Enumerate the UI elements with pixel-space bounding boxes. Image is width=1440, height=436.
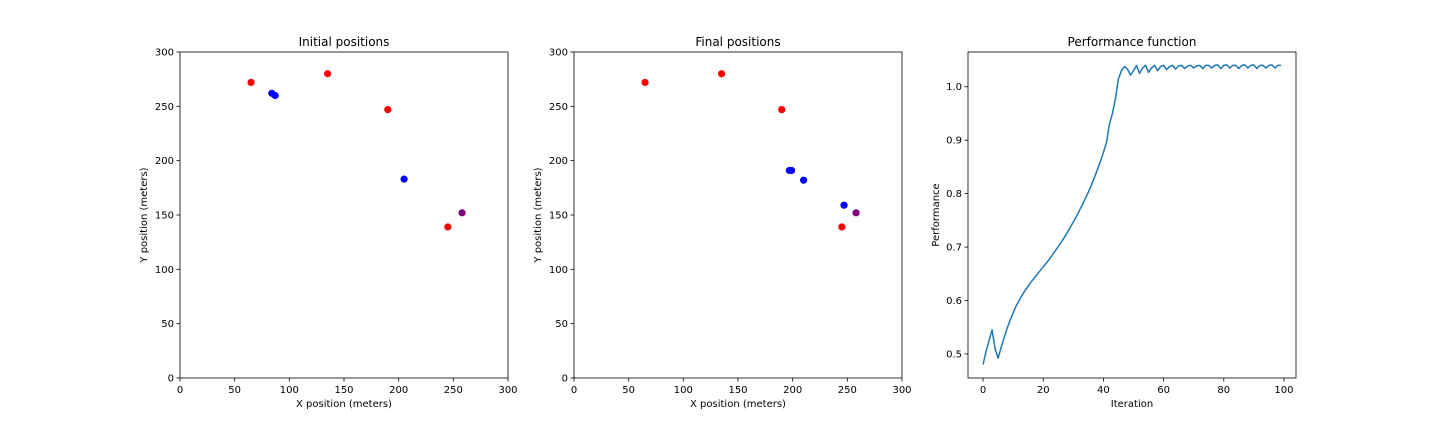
x-tick-label: 100 bbox=[674, 385, 693, 396]
y-tick-label: 200 bbox=[155, 156, 174, 167]
y-axis-label: Y position (meters) bbox=[139, 167, 150, 263]
x-tick-label: 200 bbox=[783, 385, 802, 396]
y-tick-label: 300 bbox=[549, 48, 568, 59]
panel-title: Initial positions bbox=[299, 35, 390, 49]
x-tick-label: 200 bbox=[389, 385, 408, 396]
x-tick-label: 150 bbox=[334, 385, 353, 396]
data-point bbox=[852, 209, 860, 217]
y-tick-label: 0 bbox=[562, 374, 568, 385]
data-point bbox=[271, 91, 279, 100]
y-tick-label: 0 bbox=[168, 374, 174, 385]
y-axis-label: Y position (meters) bbox=[533, 167, 544, 263]
x-tick-label: 50 bbox=[228, 385, 241, 396]
x-axis-label: X position (meters) bbox=[690, 399, 786, 410]
axes-frame bbox=[573, 51, 903, 379]
x-tick-label: 0 bbox=[571, 385, 577, 396]
y-tick-label: 250 bbox=[549, 102, 568, 113]
x-tick-label: 250 bbox=[444, 385, 463, 396]
x-tick-label: 20 bbox=[1037, 385, 1050, 396]
y-tick-label: 250 bbox=[155, 102, 174, 113]
axes-frame bbox=[967, 51, 1297, 379]
y-tick-label: 0.6 bbox=[946, 296, 962, 307]
data-point bbox=[247, 78, 255, 87]
y-tick-label: 0.5 bbox=[946, 349, 962, 360]
panel-initial-positions: Initial positions X position (meters) Y … bbox=[139, 35, 518, 410]
data-point bbox=[840, 201, 848, 209]
panel-title: Performance function bbox=[1068, 35, 1197, 49]
series-line bbox=[982, 64, 1281, 365]
x-tick-label: 80 bbox=[1217, 385, 1230, 396]
y-tick-label: 50 bbox=[555, 319, 568, 330]
x-tick-label: 0 bbox=[177, 385, 183, 396]
y-tick-label: 300 bbox=[155, 48, 174, 59]
data-point bbox=[787, 166, 796, 175]
y-tick-label: 0.8 bbox=[946, 189, 962, 200]
y-tick-label: 100 bbox=[155, 265, 174, 276]
y-tick-label: 150 bbox=[155, 211, 174, 222]
x-tick-label: 150 bbox=[728, 385, 747, 396]
y-tick-label: 0.9 bbox=[946, 136, 962, 147]
x-tick-label: 100 bbox=[280, 385, 299, 396]
x-tick-label: 50 bbox=[622, 385, 635, 396]
x-tick-label: 40 bbox=[1097, 385, 1110, 396]
data-point bbox=[838, 223, 846, 231]
y-tick-label: 50 bbox=[161, 319, 174, 330]
y-tick-label: 200 bbox=[549, 156, 568, 167]
axes-frame bbox=[179, 51, 509, 379]
y-tick-label: 100 bbox=[549, 265, 568, 276]
data-point bbox=[324, 70, 332, 78]
panel-performance-function: Performance function Iteration Performan… bbox=[931, 35, 1297, 410]
x-tick-label: 60 bbox=[1157, 385, 1170, 396]
data-point bbox=[778, 105, 786, 114]
x-tick-label: 0 bbox=[980, 385, 986, 396]
data-point bbox=[384, 105, 392, 114]
x-axis-label: Iteration bbox=[1111, 399, 1153, 410]
panel-title: Final positions bbox=[695, 35, 780, 49]
x-tick-label: 100 bbox=[1274, 385, 1293, 396]
y-tick-label: 1.0 bbox=[946, 82, 962, 93]
panel-final-positions: Final positions X position (meters) Y po… bbox=[533, 35, 912, 410]
y-axis-label: Performance bbox=[931, 183, 942, 246]
x-tick-label: 300 bbox=[892, 385, 911, 396]
data-point bbox=[444, 223, 452, 231]
data-point bbox=[641, 78, 649, 87]
x-axis-label: X position (meters) bbox=[296, 399, 392, 410]
y-tick-label: 0.7 bbox=[946, 243, 962, 254]
y-tick-label: 150 bbox=[549, 211, 568, 222]
data-point bbox=[400, 175, 408, 183]
x-tick-label: 300 bbox=[498, 385, 517, 396]
x-tick-label: 250 bbox=[838, 385, 857, 396]
data-point bbox=[718, 70, 726, 78]
data-point bbox=[458, 209, 466, 217]
data-point bbox=[800, 176, 808, 184]
